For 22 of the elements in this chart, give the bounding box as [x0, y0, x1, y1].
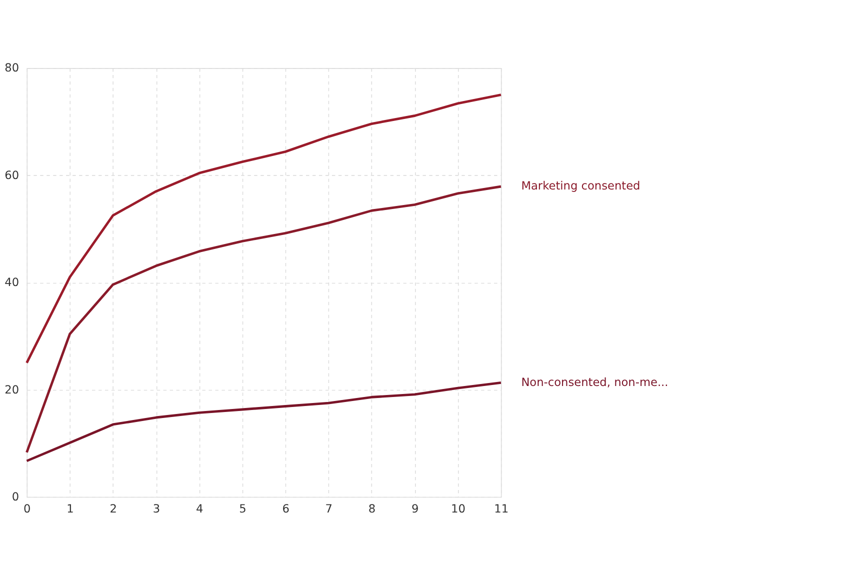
line-series — [26, 381, 502, 462]
y-tick-label: 20 — [4, 382, 20, 396]
x-tick-label: 7 — [325, 502, 333, 516]
x-tick-label: 5 — [239, 502, 246, 516]
x-tick-label: 0 — [24, 502, 31, 516]
y-tick-label: 40 — [4, 275, 20, 290]
x-tick-label: 4 — [196, 502, 204, 516]
y-tick-label: 0 — [12, 489, 20, 504]
x-tick-label: 2 — [110, 502, 117, 516]
x-tick-label: 8 — [368, 502, 376, 516]
x-tick-label: 1 — [66, 502, 74, 516]
x-tick-label: 9 — [412, 502, 419, 516]
line-series — [26, 185, 502, 454]
series-label: Non-consented, non-me... — [521, 374, 668, 389]
x-tick-label: 11 — [494, 502, 509, 516]
y-tick-label: 60 — [4, 168, 20, 182]
x-tick-label: 3 — [152, 502, 160, 516]
x-tick-label: 6 — [282, 502, 290, 516]
line-series — [26, 94, 502, 364]
series-label: Marketing consented — [521, 178, 640, 193]
x-tick-label: 10 — [451, 502, 466, 516]
y-tick-label: 80 — [4, 60, 20, 75]
